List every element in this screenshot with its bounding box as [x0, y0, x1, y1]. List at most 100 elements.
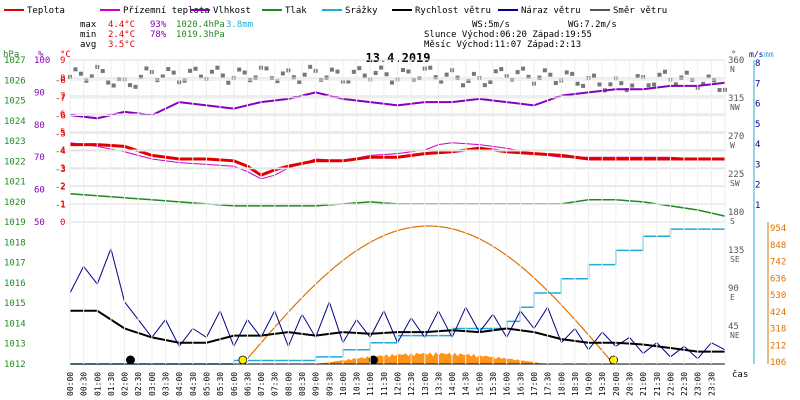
series-smer-vetru-point: [597, 82, 602, 87]
legend-label: Srážky: [345, 6, 378, 16]
tick-label-temp: 3: [60, 164, 65, 174]
tick-label-time: 22:00: [666, 372, 675, 396]
series-smer-vetru-point: [346, 79, 351, 84]
tick-label-time: 09:00: [312, 372, 321, 396]
tick-label-temp: 5: [60, 128, 65, 138]
tick-label-time: 23:00: [694, 372, 703, 396]
tick-label-pct: 50: [34, 218, 45, 228]
tick-label-time: 21:00: [639, 372, 648, 396]
series-smer-vetru-point: [220, 73, 225, 78]
tick-label-solar: 318: [770, 325, 786, 335]
tick-label-temp: -6: [55, 112, 66, 122]
tick-label-hpa: 1014: [4, 319, 26, 329]
tick-label-time: 03:30: [162, 372, 171, 396]
tick-label-solar: 848: [770, 241, 786, 251]
tick-label-time: 18:30: [571, 372, 580, 396]
tick-label-time: 02:30: [134, 372, 143, 396]
series-smer-vetru-point: [575, 81, 580, 86]
stat-temp-min: 2.4°C: [108, 30, 135, 40]
tick-label-temp: -1: [55, 200, 66, 210]
legend-item-smer-vetru: Směr větru: [590, 6, 667, 16]
tick-label-time: 09:30: [325, 372, 334, 396]
series-smer-vetru-point: [526, 74, 531, 79]
tick-label-temp: -3: [55, 165, 66, 175]
tick-label-ms: 5: [755, 120, 760, 130]
tick-label-direction: 270: [728, 132, 744, 142]
stat-hum-min: 78%: [150, 30, 167, 40]
tick-label-direction-letter: NW: [730, 103, 740, 112]
tick-label-time: 13:30: [434, 372, 443, 396]
tick-label-ms: 8: [755, 59, 760, 69]
series-smer-vetru-point: [280, 71, 285, 76]
tick-label-ms: 4: [755, 140, 760, 150]
series-smer-vetru-point: [351, 69, 356, 74]
tick-label-hpa: 1026: [4, 76, 26, 86]
tick-label-ms: 1: [755, 201, 760, 211]
series-smer-vetru-point: [482, 83, 487, 88]
series-smer-vetru-point: [717, 87, 722, 92]
series-smer-vetru-point: [78, 71, 83, 76]
tick-label-direction: 360: [728, 56, 744, 66]
series-smer-vetru-point: [138, 74, 143, 79]
series-smer-vetru-point: [209, 69, 214, 74]
tick-label-ms: 3: [755, 160, 760, 170]
tick-label-time: 00:00: [66, 372, 75, 396]
tick-label-solar: 212: [770, 341, 786, 351]
tick-label-solar: 530: [770, 291, 786, 301]
tick-label-time: 06:30: [243, 372, 252, 396]
series-smer-vetru-point: [302, 72, 307, 77]
series-smer-vetru-point: [444, 72, 449, 77]
sun-event-marker: [238, 355, 248, 365]
series-smer-vetru-point: [581, 83, 586, 88]
series-smer-vetru-point: [291, 75, 296, 80]
stat-hum-max: 93%: [150, 20, 167, 30]
tick-label-time: 04:30: [189, 372, 198, 396]
legend-label: Vlhkost: [213, 6, 251, 16]
legend-item-srazky: Srážky: [322, 6, 378, 16]
stat-press-min: 1019.3hPa: [176, 30, 225, 40]
tick-label-temp: 4: [60, 146, 65, 156]
series-smer-vetru-point: [379, 65, 384, 70]
series-smer-vetru-point: [100, 69, 105, 74]
series-smer-vetru-point: [706, 74, 711, 79]
tick-label-hpa: 1021: [4, 178, 26, 188]
stat-moon: Měsíc Východ:11:07 Západ:2:13: [424, 40, 581, 50]
tick-label-time: 07:30: [271, 372, 280, 396]
legend-label: Teplota: [27, 6, 65, 16]
series-smer-vetru-point: [548, 72, 553, 77]
tick-label-time: 10:30: [353, 372, 362, 396]
legend-label: Rychlost větru: [415, 6, 491, 16]
tick-label-temp: 9: [60, 56, 65, 66]
series-smer-vetru-point: [199, 74, 203, 79]
tick-label-solar: 742: [770, 258, 786, 268]
tick-label-time: 08:00: [284, 372, 293, 396]
tick-label-direction: 180: [728, 208, 744, 218]
legend: Teplota Přízemní teplota Vlhkost Tlak Sr…: [4, 6, 667, 16]
series-smer-vetru-point: [570, 71, 575, 76]
tick-label-time: 12:00: [394, 372, 403, 396]
tick-label-ms: 6: [755, 100, 760, 110]
series-smer-vetru-point: [657, 72, 662, 77]
series-smer-vetru-point: [357, 66, 362, 71]
tick-label-temp: 6: [60, 110, 65, 120]
tick-label-time: 01:00: [93, 372, 102, 396]
stat-label: min: [80, 30, 96, 40]
tick-label-time: 15:00: [475, 372, 484, 396]
tick-label-hpa: 1020: [4, 198, 26, 208]
tick-label-time: 16:00: [503, 372, 512, 396]
tick-label-time: 05:00: [202, 372, 211, 396]
series-smer-vetru-point: [242, 70, 247, 75]
tick-label-temp: 2: [60, 182, 65, 192]
series-smer-vetru-point: [493, 69, 498, 74]
series-smer-vetru-point: [461, 83, 465, 88]
series-smer-vetru-point: [275, 79, 280, 84]
tick-label-time: 18:00: [557, 372, 566, 396]
tick-label-hpa: 1013: [4, 340, 26, 350]
tick-label-ms: 7: [755, 79, 760, 89]
tick-label-direction-letter: SE: [730, 255, 740, 264]
series-smer-vetru-point: [390, 80, 395, 85]
tick-label-time: 22:30: [680, 372, 689, 396]
tick-label-time: 16:30: [516, 372, 525, 396]
tick-label-temp: -2: [55, 183, 66, 193]
